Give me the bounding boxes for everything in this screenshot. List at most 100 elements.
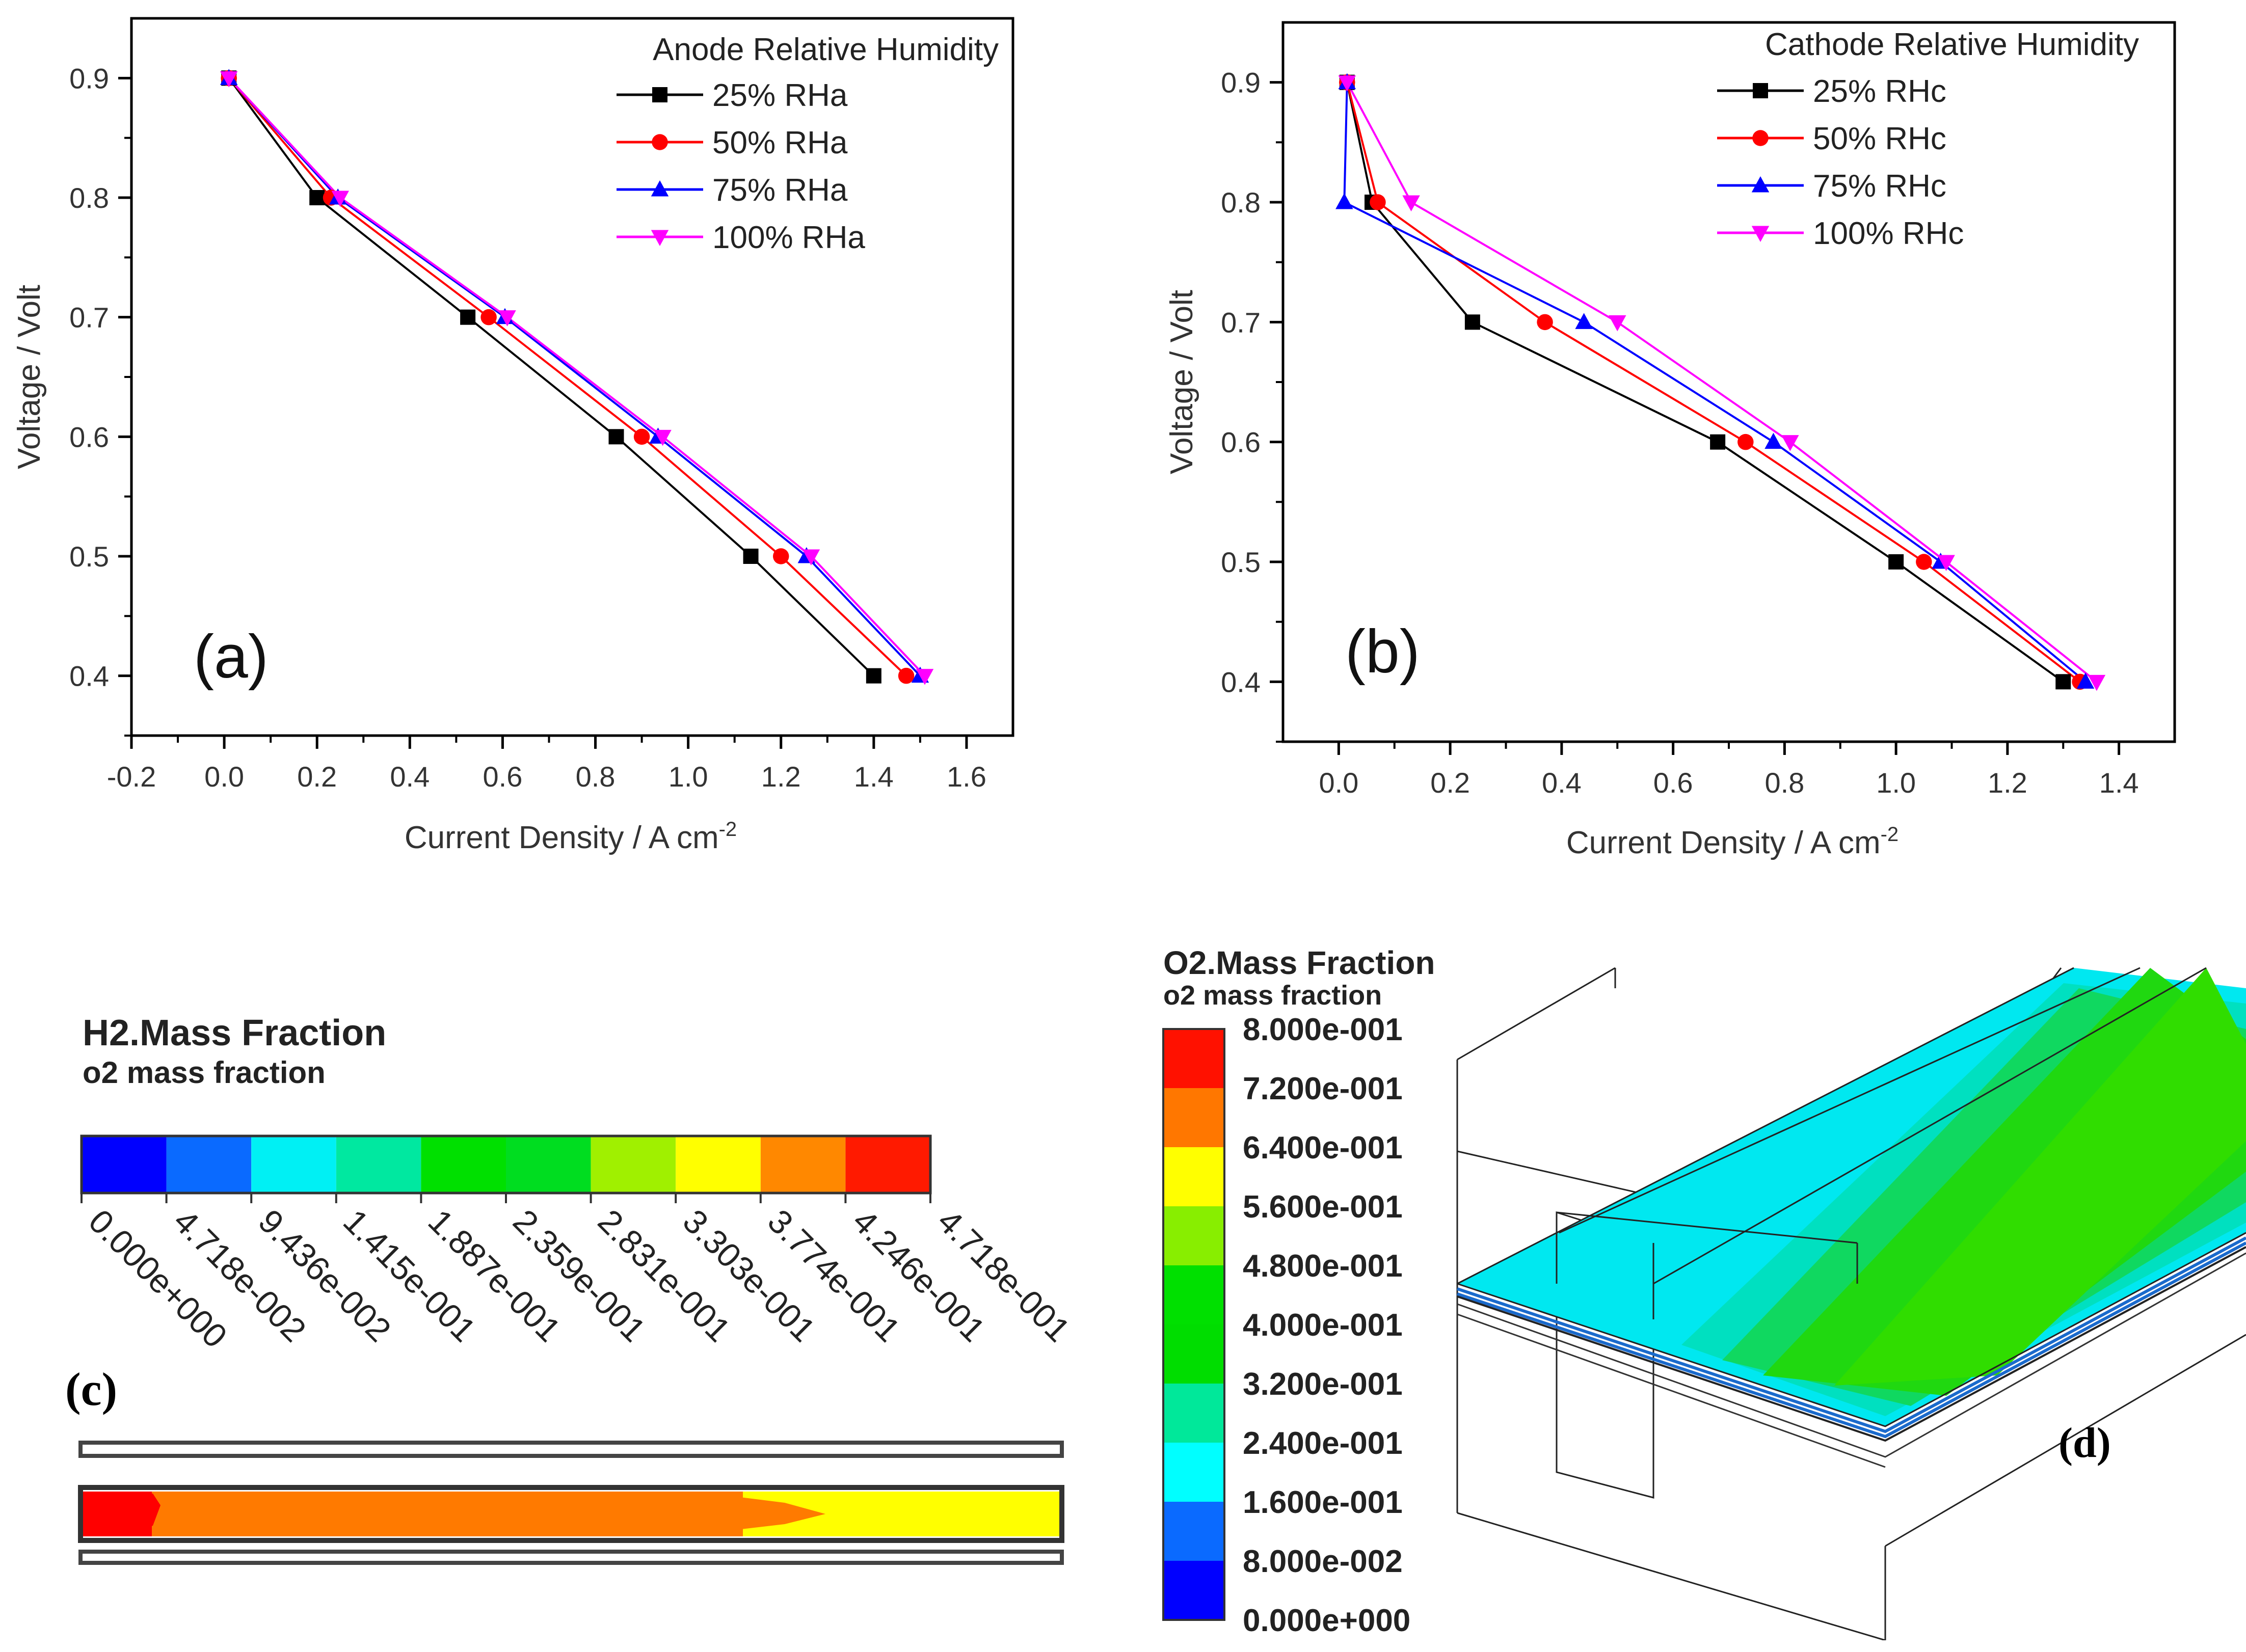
colorbar-segment — [1163, 1265, 1224, 1324]
vertical-colorbar — [1162, 1028, 1225, 1621]
colorbar-tick-label: 8.000e-002 — [1243, 1544, 1403, 1579]
x-axis-label-main: Current Density / A cm — [1566, 825, 1881, 860]
chart-b: 0.0 0.2 0.4 0.6 0.8 1.0 1.2 1.4 0.4 0.5 0.6 0.7 0.8 0… — [1164, 21, 2176, 860]
channel-edges — [1457, 967, 2246, 1427]
series-group — [1335, 73, 2106, 691]
colorbar-segment — [845, 1136, 930, 1193]
channel-inner-border — [78, 1485, 1064, 1543]
legend-label: 50% RHa — [712, 125, 848, 160]
legend-label: 50% RHc — [1813, 121, 1946, 156]
panel-c-subtitle: o2 mass fraction — [83, 1055, 326, 1090]
x-axis-label-superscript: -2 — [719, 818, 737, 841]
colorbar-segment — [1163, 1088, 1224, 1147]
colorbar-segment — [1163, 1384, 1224, 1443]
data-point — [1537, 314, 1553, 331]
data-point — [2076, 672, 2095, 689]
x-tick-label: 0.8 — [576, 761, 616, 793]
data-point — [898, 667, 915, 684]
channel-view — [78, 1441, 1064, 1565]
colorbar-tick-label: 0.000e+000 — [1243, 1603, 1410, 1638]
colorbar-tick-label: 3.200e-001 — [1243, 1367, 1403, 1402]
colorbar-frame — [1162, 1028, 1225, 1621]
x-tick-label: 0.2 — [1430, 767, 1470, 799]
x-tick-label: 1.2 — [761, 761, 801, 793]
y-tick-label: 0.4 — [1221, 666, 1261, 698]
data-point — [916, 669, 934, 685]
data-point — [743, 549, 759, 564]
axis-ticks: 0.0 0.2 0.4 0.6 0.8 1.0 1.2 1.4 0.4 0.5 0.6 0.7 0.8 0… — [1221, 67, 2138, 799]
legend-items: 25% RHc 50% RHc 75% RHc 100% RHc — [1717, 74, 1964, 251]
colorbar-tick-label: 5.600e-001 — [1243, 1189, 1403, 1225]
colorbar-tick-label: 2.400e-001 — [1243, 1426, 1403, 1461]
channel-outer-top — [78, 1441, 1064, 1458]
panel-label-a: (a) — [194, 622, 269, 691]
legend-label: 25% RHc — [1813, 74, 1946, 109]
legend-label: 75% RHc — [1813, 169, 1946, 204]
y-tick-label: 0.7 — [69, 302, 109, 334]
legend-marker — [1753, 83, 1768, 98]
data-point — [2088, 674, 2106, 691]
colorbar-tick-labels: 0.000e+0004.718e-0029.436e-0021.415e-001… — [81, 1193, 1078, 1355]
axis-ticks: -0.2 0.0 0.2 0.4 0.6 0.8 1.0 1.2 1.4 1.6 0.4 0.5 0.6… — [69, 62, 986, 793]
colorbar-segment — [1163, 1147, 1224, 1206]
colorbar-segment — [591, 1136, 676, 1193]
colorbar-segment — [1163, 1324, 1224, 1384]
legend-marker — [1751, 176, 1770, 193]
data-point — [480, 309, 497, 326]
data-point — [1781, 435, 1799, 451]
panel-d: O2.Mass Fraction o2 mass fraction 8.000e… — [1162, 944, 2246, 1640]
data-point — [802, 549, 820, 565]
colorbar-segment — [1163, 1029, 1224, 1088]
y-tick-label: 0.5 — [1221, 546, 1261, 578]
x-axis-label-main: Current Density / A cm — [405, 820, 719, 855]
legend-label: 75% RHa — [712, 173, 848, 208]
colorbar-tick-label: 4.800e-001 — [1243, 1249, 1403, 1284]
series-line — [228, 77, 875, 677]
channel-transition-orange — [657, 1492, 825, 1536]
colorbar-tick-label: 6.400e-001 — [1243, 1130, 1403, 1166]
membrane-dark-edge — [1457, 1246, 2246, 1442]
x-axis-label: Current Density / A cm-2 — [405, 818, 737, 855]
y-tick-label: 0.7 — [1221, 306, 1261, 338]
membrane-layer — [1457, 1236, 2246, 1439]
channel-segment — [152, 1492, 743, 1536]
horizontal-colorbar — [80, 1134, 932, 1195]
colorbar-tick-labels: 8.000e-001 7.200e-001 6.400e-001 5.600e-001… — [1243, 1012, 1410, 1638]
x-tick-label: 0.8 — [1764, 767, 1804, 799]
data-point — [1888, 554, 1904, 570]
series-line — [228, 77, 921, 677]
y-axis-label: Voltage / Volt — [12, 285, 47, 469]
inner-box-edges — [1556, 1211, 1858, 1319]
colorbar-segment — [506, 1136, 591, 1193]
colorbar-tick-label: 1.600e-001 — [1243, 1485, 1403, 1520]
y-tick-label: 0.4 — [69, 660, 109, 692]
y-tick-label: 0.5 — [69, 540, 109, 573]
colorbar-tick-label: 8.000e-001 — [1243, 1012, 1403, 1047]
chart-a: -0.2 0.0 0.2 0.4 0.6 0.8 1.0 1.2 1.4 1.6 0.4 0.5 0.6… — [12, 17, 1014, 855]
data-point — [1575, 313, 1593, 329]
channel-transition-red — [122, 1492, 161, 1536]
data-point — [1937, 555, 1955, 571]
x-tick-label: 1.6 — [947, 761, 986, 793]
panel-c: H2.Mass Fraction o2 mass fraction 0.000e… — [65, 1013, 1078, 1565]
x-tick-label: 1.4 — [854, 761, 894, 793]
data-point — [309, 190, 325, 205]
band-green-edge — [1834, 968, 2246, 1386]
data-point — [220, 71, 238, 88]
x-tick-label: -0.2 — [107, 761, 156, 793]
data-point — [633, 428, 650, 445]
data-point — [2055, 674, 2071, 690]
data-point — [1335, 193, 1353, 209]
y-tick-label: 0.8 — [1221, 186, 1261, 219]
series-line — [228, 77, 907, 677]
legend-title: Anode Relative Humidity — [653, 32, 999, 67]
colorbar-segment — [760, 1136, 846, 1193]
data-point — [1402, 195, 1420, 211]
y-axis-label: Voltage / Volt — [1164, 290, 1199, 474]
series-line — [1343, 82, 2087, 683]
panel-d-title: O2.Mass Fraction — [1163, 944, 1435, 981]
x-tick-label: 1.2 — [1988, 767, 2027, 799]
legend-marker — [1752, 130, 1769, 146]
data-point — [1916, 554, 1932, 570]
data-point — [331, 191, 349, 207]
